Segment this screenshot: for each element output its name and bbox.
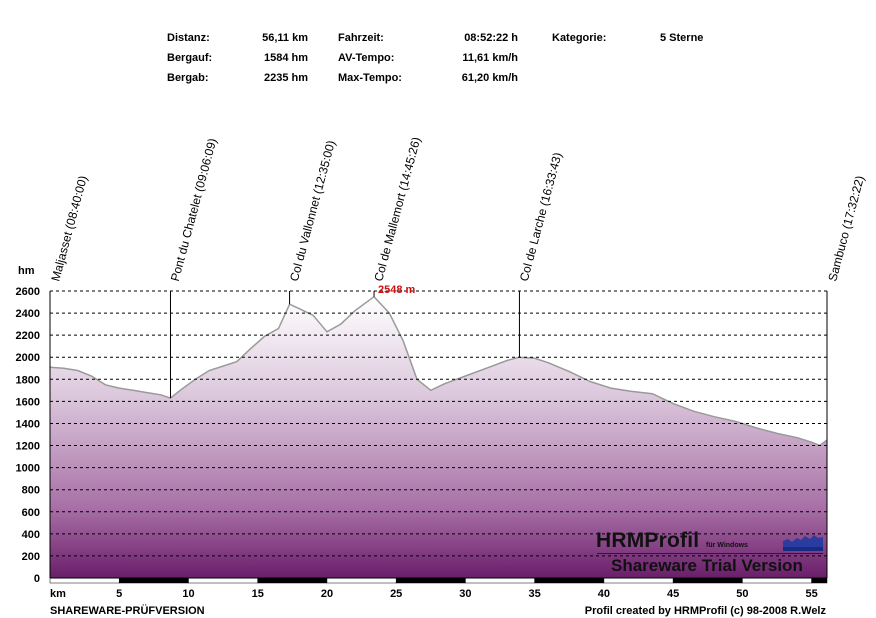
maxtempo-value: 61,20 km/h — [461, 72, 518, 84]
bergauf-label: Bergauf: — [167, 52, 213, 64]
y-tick-label: 1200 — [16, 441, 40, 453]
copyright-notice: Profil created by HRMProfil (c) 98-2008 … — [584, 605, 826, 617]
x-tick-label: 5 — [116, 588, 122, 600]
x-axis-segment — [742, 577, 812, 584]
watermark-trial-text: Shareware Trial Version — [611, 556, 803, 575]
waypoint-label: Col de Larche (16:33:43) — [517, 151, 565, 283]
fahrzeit-value: 08:52:22 h — [464, 32, 518, 44]
y-axis-label: hm — [18, 265, 35, 277]
watermark-divider-bottom — [597, 577, 823, 578]
x-tick-label: 30 — [459, 588, 471, 600]
waypoint-label: Maljasset (08:40:00) — [48, 174, 90, 283]
y-tick-label: 1800 — [16, 374, 40, 386]
x-tick-label: 25 — [390, 588, 402, 600]
kategorie-value: 5 Sterne — [660, 32, 704, 44]
x-axis-segment — [603, 577, 674, 584]
x-tick-label: 40 — [598, 588, 610, 600]
avtempo-label: AV-Tempo: — [338, 52, 395, 64]
fahrzeit-label: Fahrzeit: — [338, 32, 384, 44]
x-tick-label: 10 — [182, 588, 194, 600]
y-tick-label: 1000 — [16, 463, 40, 475]
x-axis-segment — [395, 577, 466, 584]
distanz-value: 56,11 km — [262, 32, 308, 44]
x-axis-segment — [672, 577, 743, 584]
waypoint-label: Sambuco (17:32:22) — [825, 174, 867, 283]
profile-area — [50, 296, 827, 578]
y-tick-label: 200 — [22, 551, 40, 563]
kategorie-label: Kategorie: — [552, 32, 607, 44]
x-tick-label: 35 — [529, 588, 541, 600]
waypoint-label: Col de Mallemort (14:45:26) — [371, 135, 423, 282]
y-tick-label: 800 — [22, 485, 40, 497]
avtempo-value: 11,61 km/h — [462, 52, 518, 64]
watermark-subtitle: für Windows — [706, 542, 748, 549]
x-tick-label: 55 — [806, 588, 818, 600]
shareware-notice: SHAREWARE-PRÜFVERSION — [50, 605, 205, 617]
x-tick-label: 50 — [736, 588, 748, 600]
y-tick-label: 2200 — [16, 330, 40, 342]
watermark-logo-icon — [783, 535, 823, 551]
x-tick-label: 45 — [667, 588, 679, 600]
x-axis-segment — [118, 577, 189, 584]
y-tick-label: 2000 — [16, 352, 40, 364]
x-axis-segment — [534, 577, 605, 584]
y-tick-label: 400 — [22, 529, 40, 541]
maxtempo-label: Max-Tempo: — [338, 72, 402, 84]
max-elevation-label: 2548 m — [378, 284, 416, 296]
watermark-divider — [597, 553, 823, 554]
profile-line — [49, 295, 828, 447]
x-axis-label: km — [50, 588, 66, 600]
y-tick-label: 2600 — [16, 286, 40, 298]
y-tick-label: 2400 — [16, 308, 40, 320]
bergauf-value: 1584 hm — [263, 52, 308, 64]
x-axis-segment — [465, 577, 535, 584]
x-axis-segment — [257, 577, 328, 584]
x-axis-segment — [326, 577, 397, 584]
bergab-value: 2235 hm — [263, 72, 308, 84]
x-axis-segment — [811, 577, 828, 584]
y-tick-label: 1400 — [16, 418, 40, 430]
x-axis-segment — [49, 577, 120, 584]
x-tick-label: 15 — [252, 588, 264, 600]
distanz-label: Distanz: — [167, 32, 210, 44]
y-tick-label: 0 — [34, 573, 40, 585]
waypoint-label: Pont du Chatelet (09:06:09) — [168, 137, 220, 283]
watermark-title: HRMProfil — [596, 529, 700, 552]
y-tick-label: 600 — [22, 507, 40, 519]
bergab-label: Bergab: — [167, 72, 209, 84]
x-axis-segment — [188, 577, 258, 584]
y-tick-label: 1600 — [16, 396, 40, 408]
waypoint-label: Col du Vallonnet (12:35:00) — [287, 139, 338, 283]
x-tick-label: 20 — [321, 588, 333, 600]
